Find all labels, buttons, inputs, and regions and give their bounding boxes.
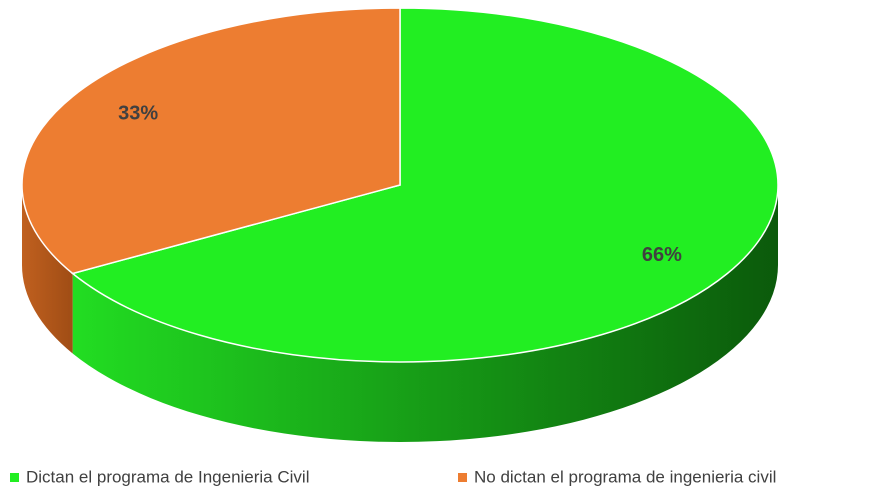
pie-slice xyxy=(71,7,779,363)
pie-sides xyxy=(22,185,778,442)
pie-tops xyxy=(21,7,779,363)
legend-label: No dictan el programa de ingenieria civi… xyxy=(474,467,776,486)
data-label: 66% xyxy=(642,244,682,266)
pie-slice xyxy=(21,7,401,275)
pie-side xyxy=(72,185,778,442)
legend-swatch xyxy=(458,473,467,482)
data-labels: 66% 33% xyxy=(118,102,682,266)
legend-label: Dictan el programa de Ingenieria Civil xyxy=(26,467,309,486)
pie-side xyxy=(22,185,73,354)
legend-swatch xyxy=(10,473,19,482)
data-label: 33% xyxy=(118,102,158,124)
legend: Dictan el programa de Ingenieria Civil No… xyxy=(10,467,776,486)
